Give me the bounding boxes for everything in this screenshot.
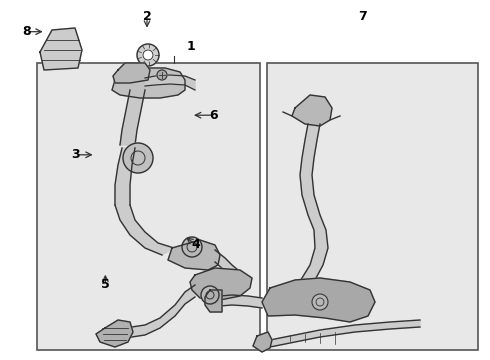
Polygon shape [125,285,195,338]
Polygon shape [115,205,174,255]
Polygon shape [168,240,220,270]
Polygon shape [262,278,375,322]
Polygon shape [190,268,252,300]
Circle shape [201,286,219,304]
Text: 2: 2 [143,10,151,23]
Text: 7: 7 [358,10,367,23]
Circle shape [157,70,167,80]
Polygon shape [145,75,195,90]
Text: 4: 4 [192,238,200,251]
Polygon shape [120,90,145,145]
Polygon shape [220,295,262,308]
Polygon shape [270,320,420,347]
Polygon shape [205,290,222,312]
Circle shape [143,50,153,60]
Text: 1: 1 [187,40,196,53]
Polygon shape [253,332,272,352]
Polygon shape [295,124,328,288]
Bar [37,63,260,350]
Circle shape [137,44,159,66]
Polygon shape [96,320,133,347]
Text: 8: 8 [23,25,31,38]
Circle shape [182,237,202,257]
Polygon shape [115,148,135,205]
Text: 5: 5 [101,278,110,291]
Bar [267,63,478,350]
Text: 6: 6 [209,109,218,122]
Polygon shape [40,28,82,70]
Polygon shape [215,250,238,282]
Circle shape [123,143,153,173]
Polygon shape [292,95,332,126]
Circle shape [312,294,328,310]
Polygon shape [112,68,185,98]
Polygon shape [113,63,150,83]
Text: 3: 3 [72,148,80,161]
